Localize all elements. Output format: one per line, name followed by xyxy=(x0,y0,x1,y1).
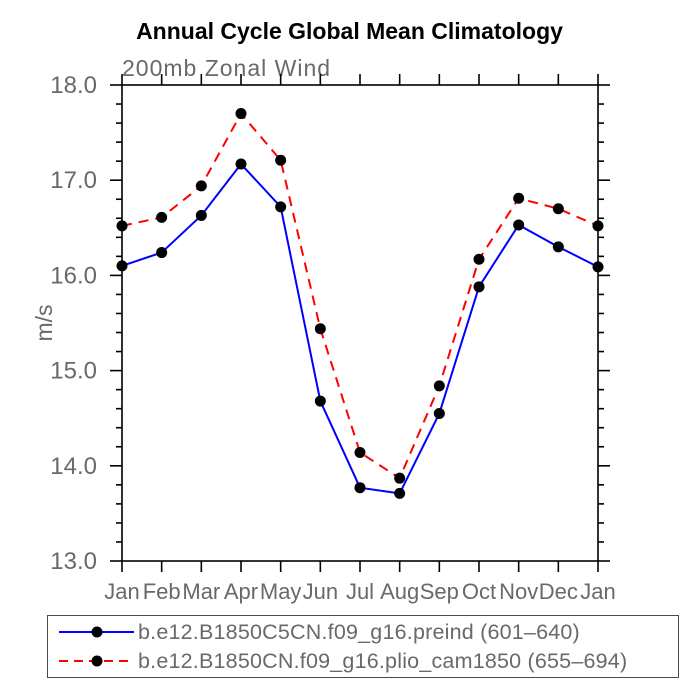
chart-title: Annual Cycle Global Mean Climatology xyxy=(136,18,563,44)
y-axis-tick-label: 15.0 xyxy=(50,358,97,385)
legend-label-preind: b.e12.B1850C5CN.f09_g16.preind (601–640) xyxy=(138,619,580,644)
x-axis-tick-label: Aug xyxy=(380,579,419,604)
data-point-marker xyxy=(235,108,247,120)
series-markers-1 xyxy=(116,108,604,484)
x-axis-tick-label: Oct xyxy=(462,579,496,604)
data-point-marker xyxy=(275,201,287,213)
data-point-marker xyxy=(314,395,326,407)
x-axis-tick-label: Jul xyxy=(346,579,374,604)
legend-label-plio: b.e12.B1850CN.f09_g16.plio_cam1850 (655–… xyxy=(138,648,628,673)
data-point-marker xyxy=(552,203,564,215)
x-axis-tick-label: Jun xyxy=(303,579,338,604)
data-point-marker xyxy=(314,323,326,335)
data-point-marker xyxy=(592,261,604,273)
data-point-marker xyxy=(195,180,207,192)
data-point-marker xyxy=(354,482,366,494)
data-point-marker xyxy=(394,472,406,484)
data-point-marker xyxy=(116,260,128,272)
y-axis-tick-labels: 13.0 14.0 15.0 16.0 17.0 18.0 xyxy=(50,72,97,575)
data-point-marker xyxy=(394,487,406,499)
series-line-1 xyxy=(121,111,599,480)
legend-marker-dot-icon xyxy=(91,655,103,667)
series-markers-0 xyxy=(116,158,604,499)
legend-item-plio: b.e12.B1850CN.f09_g16.plio_cam1850 (655–… xyxy=(57,648,678,674)
x-axis-tick-label: Jan xyxy=(580,579,615,604)
y-axis-tick-label: 17.0 xyxy=(50,167,97,194)
x-axis-tick-label: Mar xyxy=(182,579,220,604)
y-axis-tick-label: 18.0 xyxy=(50,72,97,99)
x-axis-tick-labels: Jan Feb Mar Apr May Jun Jul Aug Sep Oct Nov Dec Jan xyxy=(104,579,615,604)
data-point-marker xyxy=(354,446,366,458)
data-point-marker xyxy=(116,220,128,232)
legend-line-sample-dashed-red xyxy=(59,655,134,667)
data-point-marker xyxy=(195,209,207,221)
data-point-marker xyxy=(513,219,525,231)
x-axis-ticks xyxy=(121,74,599,572)
legend-box: b.e12.B1850C5CN.f09_g16.preind (601–640)… xyxy=(47,615,679,678)
legend-line-sample-solid-blue xyxy=(59,626,134,638)
x-axis-tick-label: Feb xyxy=(143,579,181,604)
data-point-marker xyxy=(156,211,168,223)
series-line-0 xyxy=(121,162,599,495)
data-point-marker xyxy=(473,281,485,293)
data-point-marker xyxy=(473,253,485,265)
y-axis-tick-label: 13.0 xyxy=(50,548,97,575)
x-axis-tick-label: Nov xyxy=(499,579,538,604)
y-axis-ticks xyxy=(110,84,610,562)
x-axis-tick-label: May xyxy=(260,579,302,604)
legend-marker-dot-icon xyxy=(91,626,103,638)
y-axis-tick-label: 14.0 xyxy=(50,453,97,480)
data-point-marker xyxy=(433,380,445,392)
legend-item-preind: b.e12.B1850C5CN.f09_g16.preind (601–640) xyxy=(57,619,678,645)
data-point-marker xyxy=(552,241,564,253)
y-axis-tick-label: 16.0 xyxy=(50,262,97,289)
x-axis-tick-label: Jan xyxy=(104,579,139,604)
y-axis-title: m/s xyxy=(31,304,57,341)
x-axis-tick-label: Sep xyxy=(420,579,459,604)
data-point-marker xyxy=(592,220,604,232)
data-point-marker xyxy=(156,247,168,259)
data-point-marker xyxy=(275,154,287,166)
x-axis-tick-label: Apr xyxy=(224,579,258,604)
data-point-marker xyxy=(433,407,445,419)
data-point-marker xyxy=(513,192,525,204)
x-axis-tick-label: Dec xyxy=(539,579,578,604)
data-point-marker xyxy=(235,158,247,170)
chart-subtitle: 200mb Zonal Wind xyxy=(122,55,332,81)
